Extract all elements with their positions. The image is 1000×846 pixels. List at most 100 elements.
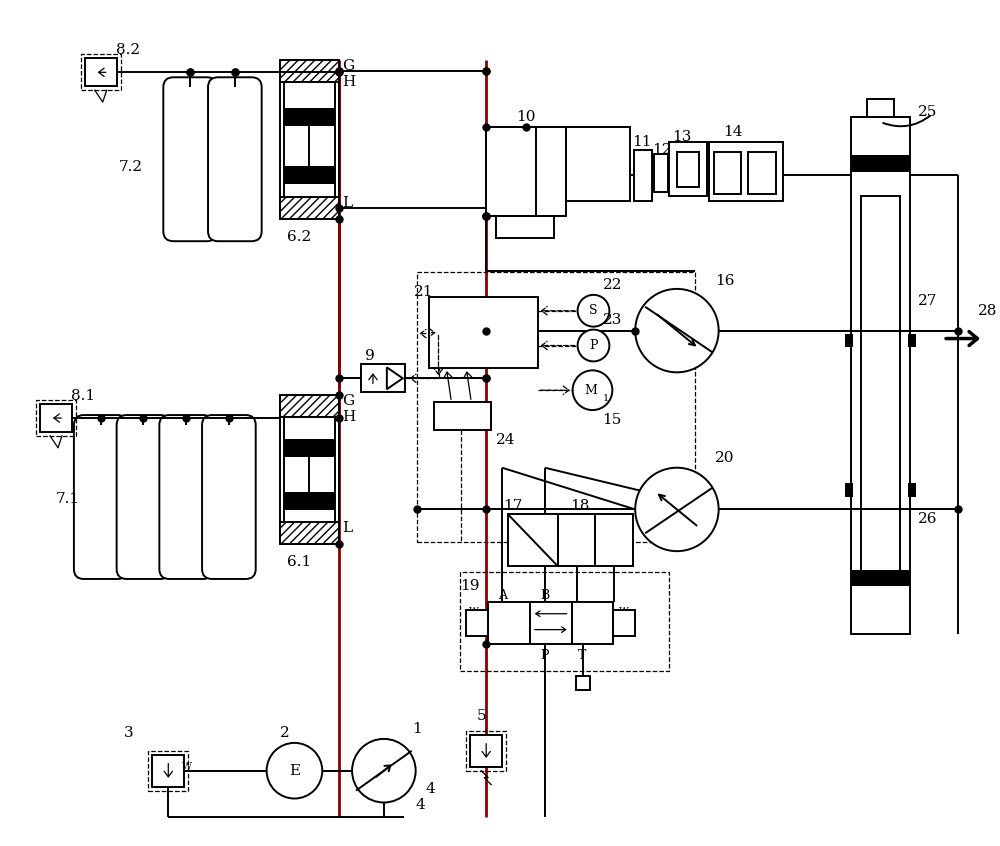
Polygon shape xyxy=(284,439,335,457)
Bar xyxy=(152,755,184,787)
Bar xyxy=(654,154,668,191)
Text: W: W xyxy=(619,607,629,616)
Bar xyxy=(530,602,572,644)
Bar xyxy=(280,197,339,219)
Text: 8.1: 8.1 xyxy=(71,389,95,404)
Text: 8.2: 8.2 xyxy=(116,43,140,58)
Bar xyxy=(576,676,590,690)
Text: W: W xyxy=(469,607,479,616)
Text: M: M xyxy=(584,384,597,397)
Text: b: b xyxy=(603,532,611,545)
Text: L: L xyxy=(342,521,352,536)
Text: 23: 23 xyxy=(603,313,623,327)
Text: P: P xyxy=(541,649,549,662)
Bar xyxy=(470,735,502,766)
Bar xyxy=(36,400,76,436)
Polygon shape xyxy=(387,367,403,389)
Bar xyxy=(284,417,335,522)
Bar xyxy=(460,572,669,672)
Bar xyxy=(861,196,900,584)
Text: 20: 20 xyxy=(715,451,734,464)
Bar xyxy=(508,514,558,566)
Bar xyxy=(677,151,699,187)
Text: 21: 21 xyxy=(414,285,433,299)
Polygon shape xyxy=(851,570,910,586)
Bar xyxy=(280,395,339,544)
Text: L: L xyxy=(342,196,352,211)
Text: G: G xyxy=(342,59,354,74)
Bar xyxy=(434,402,491,430)
Bar xyxy=(466,731,506,771)
Text: S7-300: S7-300 xyxy=(459,326,508,339)
Text: 7.2: 7.2 xyxy=(119,160,143,173)
Text: E: E xyxy=(289,764,300,777)
Text: 22: 22 xyxy=(603,278,623,292)
Bar xyxy=(558,514,595,566)
Bar xyxy=(595,514,633,566)
FancyBboxPatch shape xyxy=(163,77,217,241)
Bar xyxy=(714,151,741,194)
Bar xyxy=(709,142,783,201)
Bar xyxy=(488,602,530,644)
Bar xyxy=(429,297,538,368)
Circle shape xyxy=(573,371,612,410)
Text: 16: 16 xyxy=(715,274,734,288)
Text: MRU: MRU xyxy=(446,409,479,422)
Polygon shape xyxy=(284,166,335,184)
Text: 1: 1 xyxy=(412,722,421,736)
Bar xyxy=(81,54,121,91)
Bar xyxy=(280,60,339,82)
Text: A: A xyxy=(498,590,507,602)
Bar xyxy=(613,610,635,635)
Text: a: a xyxy=(566,532,573,545)
Text: 1: 1 xyxy=(602,393,609,403)
FancyBboxPatch shape xyxy=(208,77,262,241)
Polygon shape xyxy=(845,333,853,348)
Text: H: H xyxy=(342,75,355,89)
Text: 19: 19 xyxy=(460,579,480,593)
Circle shape xyxy=(635,468,719,551)
Bar xyxy=(851,117,910,634)
Bar xyxy=(572,602,613,644)
Text: P: P xyxy=(589,339,598,352)
Text: 3: 3 xyxy=(124,726,133,740)
Polygon shape xyxy=(851,155,910,172)
Bar xyxy=(634,150,652,201)
Circle shape xyxy=(635,288,719,372)
Text: 5: 5 xyxy=(476,709,486,723)
Text: W: W xyxy=(365,370,375,379)
Text: 9: 9 xyxy=(365,349,375,364)
Text: 24: 24 xyxy=(496,433,516,447)
Text: 12: 12 xyxy=(652,143,672,157)
Polygon shape xyxy=(908,333,916,348)
Text: B: B xyxy=(540,590,549,602)
Text: G: G xyxy=(342,394,354,408)
Text: 25: 25 xyxy=(918,105,938,119)
Bar xyxy=(85,58,117,86)
Bar xyxy=(466,610,488,635)
Circle shape xyxy=(578,330,609,361)
FancyBboxPatch shape xyxy=(117,415,170,579)
Text: 28: 28 xyxy=(978,304,997,318)
Bar xyxy=(496,217,554,239)
Text: u: u xyxy=(513,538,521,551)
Circle shape xyxy=(352,739,416,803)
Polygon shape xyxy=(284,108,335,126)
Text: H: H xyxy=(342,410,355,424)
Bar xyxy=(748,151,776,194)
Text: S: S xyxy=(589,305,598,317)
Bar xyxy=(566,127,630,201)
Text: 14: 14 xyxy=(724,125,743,139)
Bar xyxy=(280,395,339,417)
Text: 27: 27 xyxy=(918,294,938,308)
FancyBboxPatch shape xyxy=(159,415,213,579)
Text: s: s xyxy=(513,518,519,530)
FancyBboxPatch shape xyxy=(74,415,128,579)
Bar xyxy=(486,127,566,217)
Bar xyxy=(417,272,695,542)
FancyBboxPatch shape xyxy=(202,415,256,579)
Bar xyxy=(669,142,707,196)
Text: 6.2: 6.2 xyxy=(287,230,312,244)
Text: 6.1: 6.1 xyxy=(287,555,312,569)
Polygon shape xyxy=(284,492,335,509)
